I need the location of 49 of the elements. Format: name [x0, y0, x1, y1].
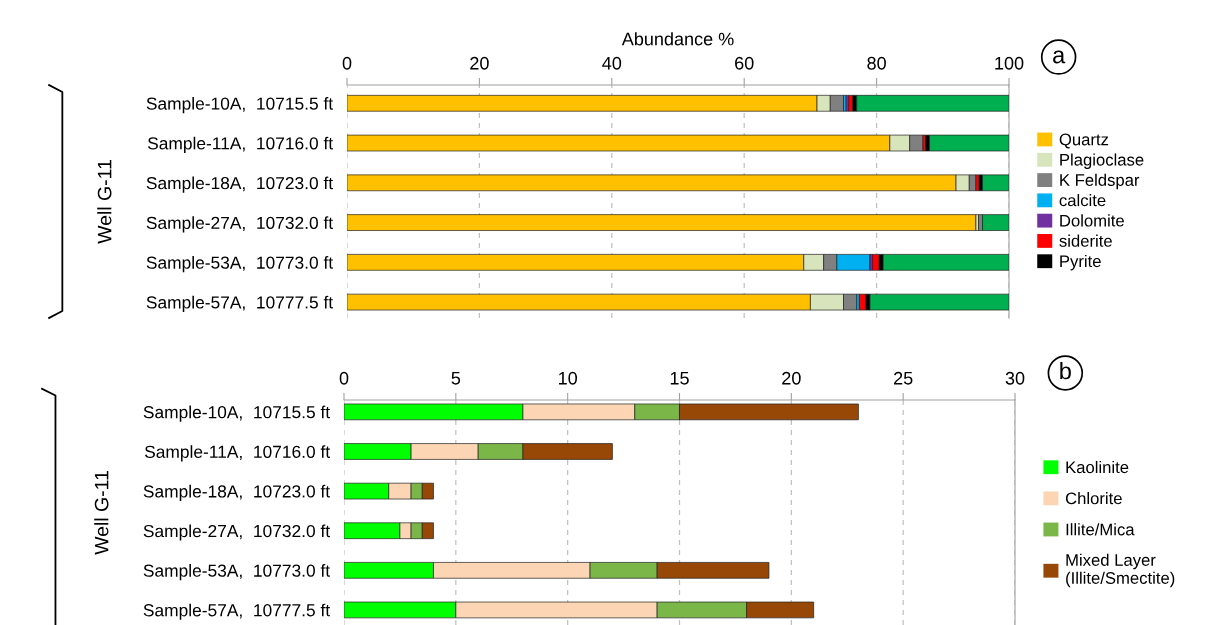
y-tick-label: Sample-10A, 10715.5 ft	[143, 405, 330, 422]
bar	[882, 254, 1009, 271]
legend-label: Chlorite	[1065, 492, 1122, 505]
y-tick-label: Sample-53A, 10773.0 ft	[143, 564, 330, 581]
y-tick-label: Sample-53A, 10773.0 ft	[146, 256, 333, 273]
legend-label: K Feldspar	[1060, 173, 1140, 190]
x-axis-title: Abundance %	[621, 32, 734, 46]
text: a	[1053, 50, 1066, 64]
y-tick-label: Sample-11A, 10716.0 ft	[147, 136, 333, 153]
x-tick-label: 25	[894, 371, 913, 385]
bar	[982, 214, 1009, 231]
legend-label: Kaolinite	[1066, 460, 1129, 474]
y-tick-label: Sample-10A, 10715.5 ft	[146, 97, 333, 114]
x-tick-label: 40	[602, 56, 622, 70]
legend-label: Dolomite	[1060, 214, 1124, 227]
y-tick-label: Sample-18A, 10723.0 ft	[146, 176, 333, 193]
y-axis-title: Well G-11	[94, 471, 109, 555]
text: b	[1060, 361, 1071, 380]
y-tick-label: Sample-27A, 10732.0 ft	[143, 524, 330, 541]
x-tick-label: 20	[782, 371, 801, 385]
x-tick-label: 80	[867, 56, 886, 70]
y-tick-label: Sample-27A, 10732.0 ft	[146, 216, 333, 233]
bar	[869, 293, 1009, 311]
legend-label: calcite	[1059, 194, 1106, 207]
y-tick-label: Sample-11A, 10716.0 ft	[144, 445, 330, 462]
y-tick-label: Sample-18A, 10723.0 ft	[143, 484, 330, 501]
x-tick-label: 100	[995, 56, 1024, 70]
x-tick-label: 0	[342, 56, 352, 70]
x-tick-label: 30	[1005, 371, 1025, 385]
x-tick-label: 20	[470, 56, 489, 70]
x-tick-label: 60	[735, 56, 754, 70]
x-tick-label: 10	[559, 371, 577, 385]
bar	[872, 254, 880, 271]
y-tick-label: Sample-57A, 10777.5 ft	[143, 603, 330, 620]
legend-label: Quartz	[1059, 133, 1109, 149]
bar	[982, 174, 1009, 192]
x-tick-label: 5	[451, 372, 461, 385]
bar	[856, 94, 1009, 112]
legend-label: Mixed Layer (Illite/Smectite)	[1066, 553, 1175, 588]
legend-label: siderite	[1059, 234, 1112, 247]
y-tick-label: Sample-57A, 10777.5 ft	[146, 295, 333, 312]
bar	[929, 134, 1009, 152]
legend-label: Illite/Mica	[1066, 523, 1135, 536]
legend-label: Pyrite	[1060, 254, 1101, 271]
bar	[347, 214, 977, 231]
x-tick-label: 0	[339, 371, 349, 385]
y-axis-title: Well G-11	[97, 160, 112, 244]
legend-label: Plagioclase	[1060, 153, 1144, 169]
x-tick-label: 15	[670, 372, 689, 385]
